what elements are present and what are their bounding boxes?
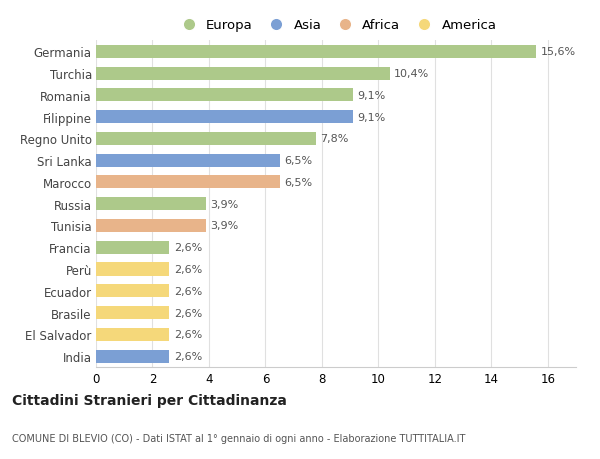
Text: 6,5%: 6,5% <box>284 178 312 188</box>
Bar <box>96 328 169 341</box>
Text: 3,9%: 3,9% <box>211 221 239 231</box>
Text: 2,6%: 2,6% <box>173 351 202 361</box>
Text: COMUNE DI BLEVIO (CO) - Dati ISTAT al 1° gennaio di ogni anno - Elaborazione TUT: COMUNE DI BLEVIO (CO) - Dati ISTAT al 1°… <box>12 433 466 442</box>
Bar <box>96 89 353 102</box>
Legend: Europa, Asia, Africa, America: Europa, Asia, Africa, America <box>172 15 500 36</box>
Text: 6,5%: 6,5% <box>284 156 312 166</box>
Bar <box>96 306 169 319</box>
Bar <box>96 198 206 211</box>
Text: 9,1%: 9,1% <box>357 112 385 123</box>
Bar <box>96 241 169 254</box>
Text: 2,6%: 2,6% <box>173 308 202 318</box>
Text: 2,6%: 2,6% <box>173 330 202 340</box>
Bar <box>96 285 169 298</box>
Text: 2,6%: 2,6% <box>173 243 202 253</box>
Bar <box>96 350 169 363</box>
Bar <box>96 45 536 59</box>
Text: 3,9%: 3,9% <box>211 199 239 209</box>
Bar <box>96 154 280 168</box>
Text: 7,8%: 7,8% <box>320 134 349 144</box>
Bar <box>96 111 353 124</box>
Bar <box>96 176 280 189</box>
Text: 9,1%: 9,1% <box>357 90 385 101</box>
Bar <box>96 263 169 276</box>
Bar <box>96 219 206 233</box>
Bar <box>96 67 389 80</box>
Bar <box>96 133 316 146</box>
Text: 2,6%: 2,6% <box>173 264 202 274</box>
Text: 10,4%: 10,4% <box>394 69 429 79</box>
Text: Cittadini Stranieri per Cittadinanza: Cittadini Stranieri per Cittadinanza <box>12 393 287 407</box>
Text: 15,6%: 15,6% <box>541 47 576 57</box>
Text: 2,6%: 2,6% <box>173 286 202 296</box>
